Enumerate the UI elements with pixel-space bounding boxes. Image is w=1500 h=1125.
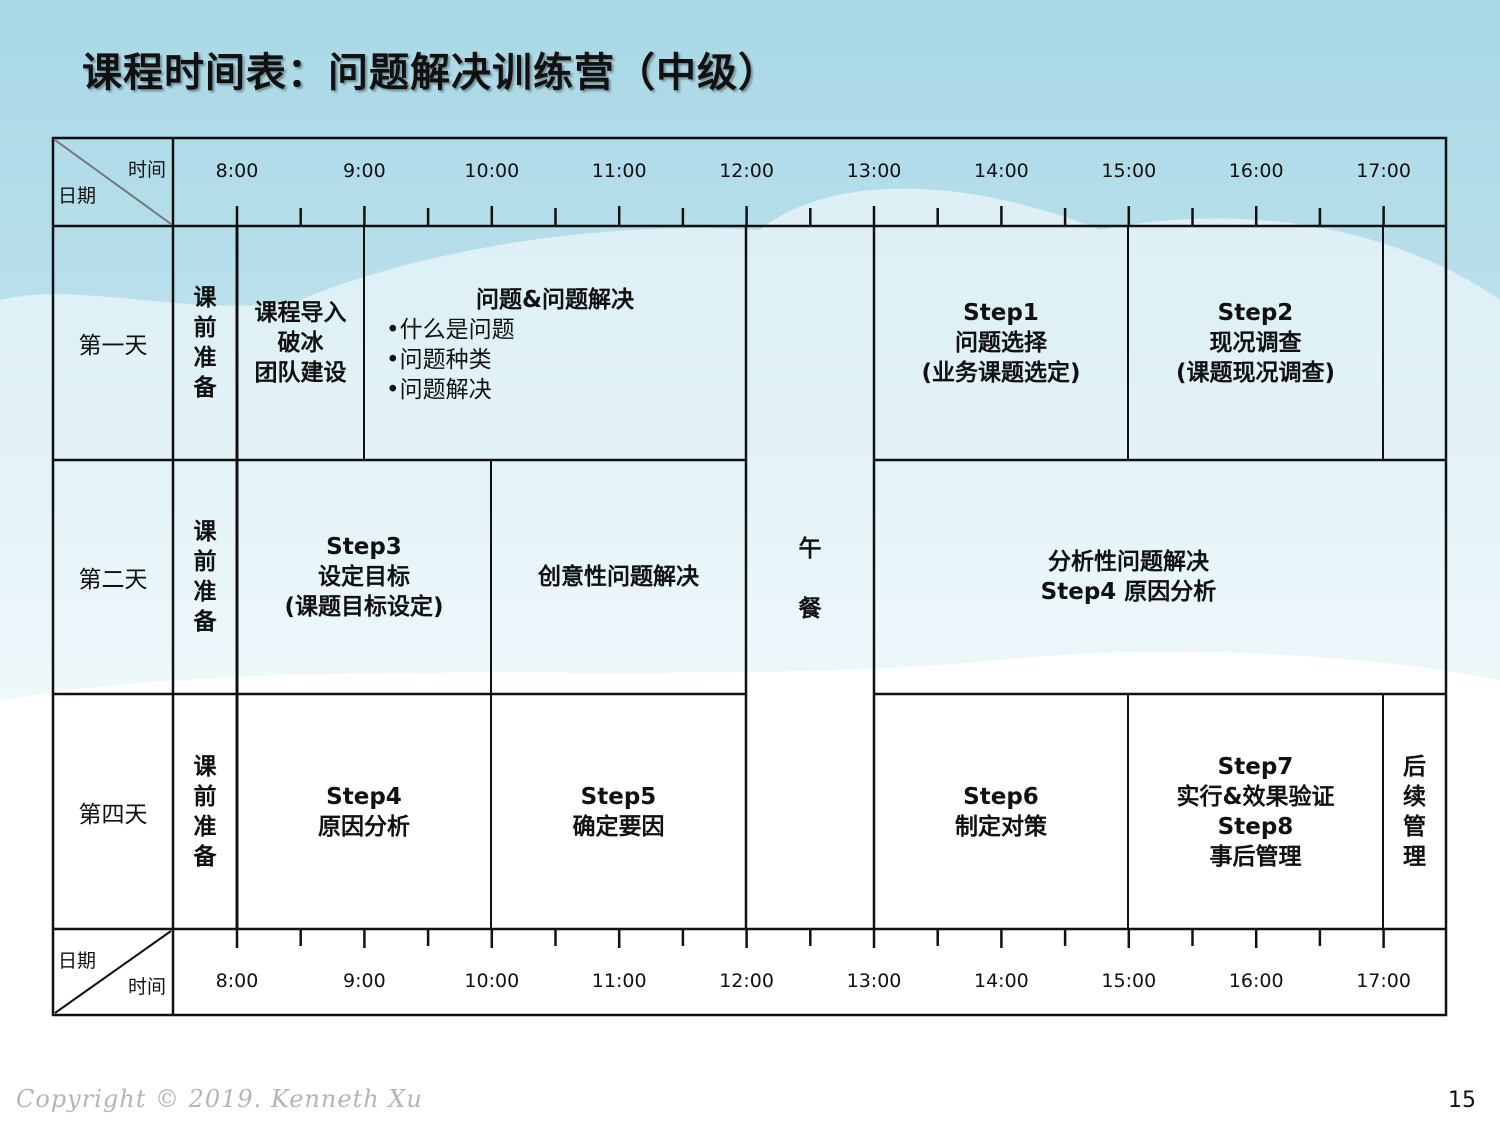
page-title: 课程时间表：问题解决训练营（中级） [82, 50, 779, 96]
time-tick-label: 13:00 [846, 970, 902, 992]
day2-analytic-cell: 分析性问题解决 Step4 原因分析 [874, 460, 1383, 694]
step-line: 实行&效果验证 [1176, 783, 1335, 810]
header-time-label: 时间 [128, 159, 167, 181]
step-line: 原因分析 [318, 813, 410, 840]
time-tick-label: 14:00 [974, 160, 1029, 182]
followup-text: 后续管理 [1403, 753, 1426, 870]
intro-line: 课程导入 [254, 300, 347, 326]
step-line: 制定对策 [955, 813, 1047, 840]
step-line: 问题选择 [955, 330, 1047, 356]
bullet-item: •问题解决 [386, 377, 492, 403]
intro-line: 破冰 [277, 330, 324, 356]
footer-date-label: 日期 [58, 950, 97, 972]
day1-step1-cell: Step1 问题选择 (业务课题选定) [874, 226, 1128, 460]
prep-cell-day1: 课前准备 [173, 226, 237, 460]
time-tick-label: 10:00 [464, 160, 520, 182]
time-tick-label: 8:00 [215, 160, 259, 182]
day4-followup-cell: 后续管理 [1383, 694, 1446, 929]
analytic-line: Step4 原因分析 [1040, 579, 1217, 605]
lunch-char-1: 午 [798, 536, 822, 562]
time-tick-label: 15:00 [1101, 970, 1157, 992]
page-number: 15 [1448, 1088, 1476, 1113]
time-tick-label: 8:00 [215, 970, 259, 992]
bullet-item: •什么是问题 [386, 317, 515, 343]
time-tick-label: 12:00 [719, 160, 774, 182]
time-tick-label: 15:00 [1101, 160, 1157, 182]
step-line: 事后管理 [1209, 843, 1302, 870]
time-tick-label: 17:00 [1356, 160, 1411, 182]
time-tick-label: 10:00 [464, 970, 520, 992]
day4-step5-cell: Step5 确定要因 [491, 694, 746, 929]
bullet-item: •问题种类 [386, 347, 492, 373]
prep-cell-day4: 课前准备 [173, 694, 237, 929]
step-line: Step1 [963, 300, 1039, 326]
time-tick-label: 9:00 [343, 160, 386, 182]
copyright: Copyright © 2019. Kenneth Xu [16, 1085, 423, 1113]
step-line: 设定目标 [318, 564, 410, 590]
lunch-char-2: 餐 [798, 596, 822, 622]
time-tick-label: 16:00 [1228, 160, 1284, 182]
step-line: Step2 [1217, 300, 1294, 326]
step-line: Step5 [580, 783, 657, 810]
day4-step6-cell: Step6 制定对策 [874, 694, 1128, 929]
day4-step78-cell: Step7 实行&效果验证 Step8 事后管理 [1128, 694, 1383, 929]
day2-creative-cell: 创意性问题解决 [538, 564, 699, 590]
step-line: (课题目标设定) [284, 594, 444, 620]
time-tick-label: 16:00 [1228, 970, 1284, 992]
time-tick-label: 17:00 [1356, 970, 1411, 992]
step-line: (业务课题选定) [921, 360, 1081, 386]
header-date-label: 日期 [58, 185, 97, 207]
prep-text: 课前准备 [193, 519, 217, 635]
prep-cell-day2: 课前准备 [173, 460, 237, 694]
time-tick-label: 9:00 [343, 970, 386, 992]
step-line: Step7 [1217, 753, 1294, 780]
day-label-4: 第四天 [78, 801, 148, 828]
day1-problem-title: 问题&问题解决 [475, 287, 635, 313]
prep-text: 课前准备 [193, 285, 217, 401]
day4-step4-cell: Step4 原因分析 [237, 694, 491, 929]
step-line: (课题现况调查) [1175, 360, 1336, 386]
footer-time-label: 时间 [128, 976, 167, 998]
time-tick-label: 13:00 [846, 160, 902, 182]
day1-intro-cell: 课程导入 破冰 团队建设 [237, 226, 364, 460]
day1-step2-cell: Step2 现况调查 (课题现况调查) [1128, 226, 1383, 460]
day1-problem-bullets: •什么是问题 •问题种类 •问题解决 [386, 315, 515, 405]
step-line: 确定要因 [572, 813, 665, 840]
prep-text: 课前准备 [193, 753, 217, 870]
intro-line: 团队建设 [254, 360, 347, 386]
step-line: Step8 [1217, 813, 1294, 840]
time-tick-label: 11:00 [591, 970, 647, 992]
step-line: Step6 [963, 783, 1039, 810]
time-tick-label: 14:00 [974, 970, 1029, 992]
step-line: Step4 [326, 783, 402, 810]
step-line: Step3 [326, 534, 402, 560]
day-label-2: 第二天 [78, 567, 148, 593]
time-tick-label: 12:00 [719, 970, 774, 992]
time-tick-label: 11:00 [591, 160, 647, 182]
day2-step3-cell: Step3 设定目标 (课题目标设定) [237, 460, 491, 694]
analytic-line: 分析性问题解决 [1048, 549, 1209, 575]
step-line: 现况调查 [1209, 330, 1302, 356]
day-label-1: 第一天 [78, 333, 148, 359]
